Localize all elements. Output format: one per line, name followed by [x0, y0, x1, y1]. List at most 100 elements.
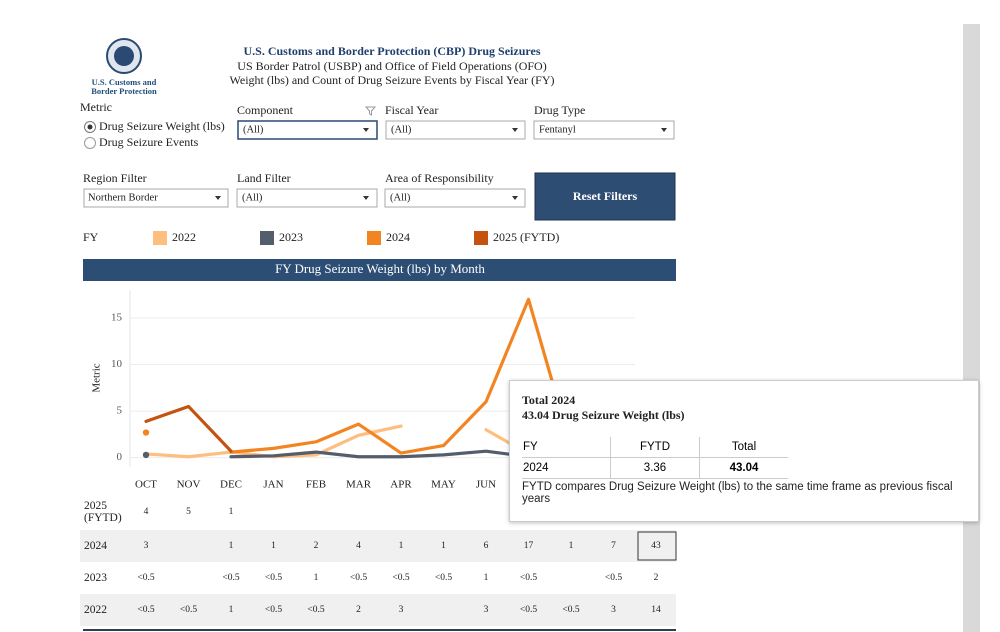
table-cell: <0.5 — [265, 605, 282, 615]
table-cell: 1 — [229, 605, 234, 615]
table-cell: 14 — [651, 605, 661, 615]
table-cell: <0.5 — [562, 605, 579, 615]
x-tick-label: DEC — [220, 479, 242, 491]
table-cell: <0.5 — [435, 573, 452, 583]
table-cell: <0.5 — [137, 605, 154, 615]
logo-text: Border Protection — [91, 86, 157, 96]
x-tick-label: APR — [390, 479, 412, 491]
table-cell: 6 — [484, 541, 489, 551]
filter-label: Metric — [80, 100, 112, 114]
page-subtitle: US Border Patrol (USBP) and Office of Fi… — [237, 59, 546, 73]
radio[interactable] — [84, 137, 96, 149]
tooltip: Total 2024 43.04 Drug Seizure Weight (lb… — [509, 380, 979, 522]
table-cell: <0.5 — [222, 573, 239, 583]
point — [142, 429, 150, 436]
tooltip-header: Total — [699, 437, 788, 458]
logo-text: U.S. Customs and — [92, 77, 157, 87]
page-title: U.S. Customs and Border Protection (CBP)… — [244, 44, 541, 58]
table-cell: <0.5 — [180, 605, 197, 615]
radio-label[interactable]: Drug Seizure Events — [99, 135, 199, 149]
y-tick-label: 10 — [111, 358, 123, 370]
dropdown-value: (All) — [242, 192, 263, 203]
filter-label: Fiscal Year — [385, 103, 438, 117]
series-line — [229, 297, 616, 455]
row-stripe — [80, 594, 676, 626]
tooltip-table: FY FYTD Total 2024 3.36 43.04 — [522, 437, 788, 479]
filter-label: Land Filter — [237, 171, 291, 185]
table-cell: 2 — [356, 605, 361, 615]
reset-button-label[interactable]: Reset Filters — [573, 189, 638, 203]
radio-label[interactable]: Drug Seizure Weight (lbs) — [99, 119, 225, 133]
dropdown[interactable]: (All) — [236, 188, 378, 208]
tooltip-title: Total 2024 — [522, 393, 576, 407]
dropdown[interactable]: (All) — [384, 188, 526, 208]
legend-swatch — [153, 231, 167, 245]
filter-label: Component — [237, 103, 294, 117]
tooltip-subtitle: 43.04 Drug Seizure Weight (lbs) — [522, 408, 685, 422]
y-tick-label: 0 — [117, 451, 123, 463]
table-cell: <0.5 — [307, 605, 324, 615]
table-cell: <0.5 — [350, 573, 367, 583]
point — [142, 451, 150, 459]
x-tick-label: JUN — [476, 479, 496, 491]
x-tick-label: JAN — [263, 479, 283, 491]
selected-cell — [637, 531, 677, 561]
dropdown[interactable]: (All) — [237, 120, 378, 140]
table-cell: 43 — [651, 541, 661, 551]
filter-label: Drug Type — [534, 103, 585, 117]
chart-title-bar — [83, 259, 676, 281]
x-tick-label: OCT — [135, 479, 157, 491]
row-label: 2022 — [84, 604, 107, 616]
filter-label: Region Filter — [83, 171, 147, 185]
page-subtitle: Weight (lbs) and Count of Drug Seizure E… — [230, 73, 555, 87]
table-cell: 2 — [314, 541, 319, 551]
logo-seal-center — [114, 46, 134, 66]
legend-title: FY — [83, 230, 99, 244]
table-cell: <0.5 — [265, 573, 282, 583]
radio-dot — [87, 124, 93, 130]
table-cell: 4 — [144, 507, 149, 517]
scrollbar[interactable] — [963, 24, 980, 632]
row-stripe — [80, 530, 676, 562]
tooltip-note: FYTD compares Drug Seizure Weight (lbs) … — [522, 481, 953, 505]
table-cell: 1 — [314, 573, 319, 583]
reset-button[interactable] — [534, 172, 676, 221]
legend-swatch — [260, 231, 274, 245]
dropdown-value: (All) — [390, 192, 411, 203]
dropdown-value: Fentanyl — [539, 124, 576, 135]
x-tick-label: MAY — [431, 479, 456, 491]
row-label: 2024 — [84, 540, 107, 552]
dropdown-value: (All) — [391, 124, 412, 135]
legend-swatch — [474, 231, 488, 245]
filter-label: Area of Responsibility — [385, 171, 494, 185]
legend-label: 2023 — [279, 230, 303, 244]
filter-icon[interactable] — [364, 106, 377, 116]
table-cell: <0.5 — [392, 573, 409, 583]
table-cell: 1 — [229, 541, 234, 551]
table-cell: 2 — [654, 573, 659, 583]
table-cell: 1 — [229, 507, 234, 517]
dropdown-value: Northern Border — [88, 192, 158, 203]
y-tick-label: 15 — [111, 311, 123, 323]
dropdown[interactable]: Fentanyl — [533, 120, 675, 140]
dropdown[interactable]: Northern Border — [83, 188, 229, 208]
x-tick-label: MAR — [346, 479, 372, 491]
table-cell: <0.5 — [137, 573, 154, 583]
tooltip-header: FYTD — [610, 437, 700, 458]
series-line — [144, 404, 233, 453]
table-cell: 5 — [186, 507, 191, 517]
x-tick-label: NOV — [177, 479, 201, 491]
tooltip-header: FY — [522, 437, 611, 458]
dropdown[interactable]: (All) — [385, 120, 526, 140]
table-cell: 17 — [524, 541, 534, 551]
table-cell: 7 — [611, 541, 616, 551]
row-label: 2025 (FYTD) — [84, 500, 122, 524]
table-cell: <0.5 — [520, 573, 537, 583]
table-cell: 1 — [484, 573, 489, 583]
tooltip-cell: 2024 — [522, 457, 611, 479]
table-cell: 1 — [271, 541, 276, 551]
table-cell: 3 — [144, 541, 149, 551]
table-cell: <0.5 — [520, 605, 537, 615]
